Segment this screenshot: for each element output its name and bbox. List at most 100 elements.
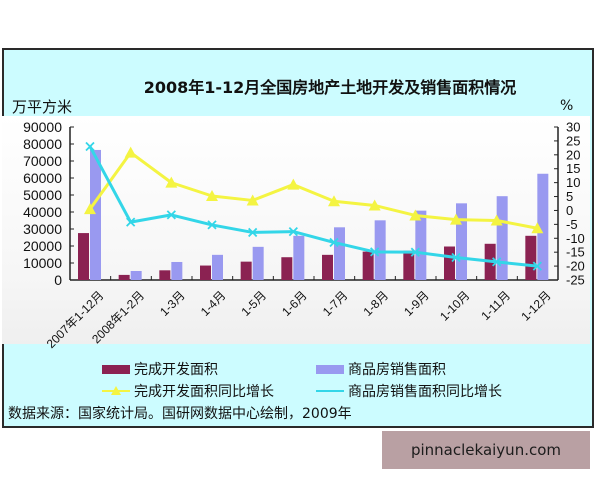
- triangle-marker-icon: [165, 176, 178, 188]
- bar: [444, 246, 455, 280]
- x-marker-icon: [370, 247, 380, 257]
- bar: [281, 257, 293, 280]
- triangle-marker-icon: [450, 213, 462, 225]
- x-tick-label: 1-5月: [238, 288, 269, 319]
- line-series: [88, 145, 538, 268]
- legend-label-line2: 商品房销售面积同比增长: [348, 384, 502, 400]
- x-marker-icon: [492, 257, 502, 267]
- x-tick-label: 1-7月: [320, 288, 351, 319]
- triangle-marker-icon: [531, 222, 544, 234]
- left-axis-label: 万平方米: [12, 98, 73, 116]
- x-tick-label: 1-10月: [437, 288, 472, 323]
- x-marker-icon: [288, 226, 298, 237]
- legend-item-bar2: 商品房销售面积: [316, 359, 446, 379]
- left-tick-label: 50000: [23, 187, 62, 203]
- x-marker-icon: [207, 220, 217, 230]
- legend-item-line1: 完成开发面积同比增长: [102, 381, 274, 401]
- right-tick-label: -10: [566, 231, 585, 246]
- left-tick-label: 60000: [23, 170, 62, 186]
- triangle-marker-icon: [84, 203, 96, 215]
- bar: [118, 274, 130, 280]
- triangle-marker-icon: [368, 199, 381, 211]
- legend-swatch-bar2: [316, 364, 344, 374]
- left-tick-label: 40000: [23, 204, 62, 220]
- right-axis-label: %: [560, 98, 574, 114]
- bar: [403, 250, 415, 280]
- bar: [78, 233, 89, 280]
- right-tick-label: 10: [566, 175, 580, 190]
- bar: [415, 210, 427, 280]
- bar: [130, 270, 142, 280]
- x-marker-icon: [248, 227, 258, 238]
- left-tick-label: 30000: [23, 221, 62, 237]
- left-tick-label: 0: [54, 272, 62, 288]
- triangle-marker-icon: [246, 194, 259, 206]
- triangle-marker-icon: [287, 178, 300, 190]
- left-tick-label: 80000: [23, 136, 62, 152]
- line-series: [88, 151, 538, 230]
- legend-swatch-line2: [316, 390, 344, 392]
- left-tick-label: 10000: [23, 255, 62, 271]
- x-tick-label: 1-8月: [360, 288, 391, 319]
- right-tick-label: 0: [566, 203, 573, 218]
- legend-item-line2: 商品房销售面积同比增长: [316, 381, 502, 401]
- triangle-marker-icon: [490, 214, 503, 226]
- bar: [525, 235, 537, 280]
- bar: [293, 235, 305, 280]
- triangle-marker-icon: [328, 195, 340, 207]
- triangle-marker-icon: [111, 386, 121, 395]
- chart-title: 2008年1-12月全国房地产土地开发及销售面积情况: [143, 78, 517, 97]
- x-marker-icon: [329, 237, 339, 248]
- legend-label-bar2: 商品房销售面积: [348, 362, 446, 378]
- legend-label-bar1: 完成开发面积: [134, 362, 218, 378]
- bar: [159, 270, 171, 280]
- x-marker-icon: [410, 247, 420, 257]
- legend-item-bar1: 完成开发面积: [102, 359, 218, 379]
- x-tick-label: 1-9月: [401, 288, 432, 319]
- bar: [252, 246, 264, 280]
- x-tick-label: 1-3月: [157, 288, 188, 319]
- right-tick-label: 20: [566, 147, 580, 162]
- x-tick-label: 1-4月: [198, 288, 229, 319]
- bar: [456, 203, 467, 280]
- x-marker-icon: [532, 261, 542, 271]
- right-tick-label: 15: [566, 161, 580, 176]
- right-tick-label: -20: [566, 259, 585, 274]
- legend-swatch-line1: [102, 386, 130, 395]
- bar: [334, 227, 345, 280]
- right-tick-label: -15: [566, 245, 585, 260]
- watermark: pinnaclekaiyun.com: [382, 431, 590, 469]
- bar: [374, 220, 386, 280]
- left-tick-label: 20000: [23, 238, 62, 254]
- triangle-marker-icon: [409, 209, 422, 221]
- triangle-marker-icon: [124, 146, 137, 158]
- bar: [240, 261, 252, 280]
- bar: [537, 173, 549, 280]
- right-tick-label: -5: [566, 217, 578, 232]
- x-marker-icon: [166, 210, 176, 220]
- left-tick-label: 70000: [23, 153, 62, 169]
- legend-swatch-bar1: [102, 364, 130, 374]
- bar: [171, 261, 183, 280]
- right-tick-label: -25: [566, 273, 585, 288]
- x-tick-label: 1-11月: [478, 288, 513, 323]
- right-tick-label: 5: [566, 189, 573, 204]
- x-marker-icon: [85, 141, 95, 152]
- legend-label-line1: 完成开发面积同比增长: [134, 384, 274, 400]
- bar: [212, 254, 223, 280]
- bar: [322, 254, 333, 280]
- right-tick-label: 30: [566, 120, 580, 135]
- triangle-marker-icon: [206, 189, 218, 201]
- bar: [362, 251, 374, 280]
- x-marker-icon: [126, 217, 136, 227]
- data-source-note: 数据来源：国家统计局。国研网数据中心绘制，2009年: [8, 406, 352, 422]
- right-tick-label: 25: [566, 133, 580, 148]
- bar: [200, 265, 211, 280]
- bar: [90, 149, 101, 280]
- x-tick-label: 1-6月: [279, 288, 310, 319]
- x-tick-label: 1-12月: [518, 288, 553, 323]
- bar: [496, 196, 508, 280]
- left-tick-label: 90000: [23, 119, 62, 135]
- x-marker-icon: [451, 252, 461, 263]
